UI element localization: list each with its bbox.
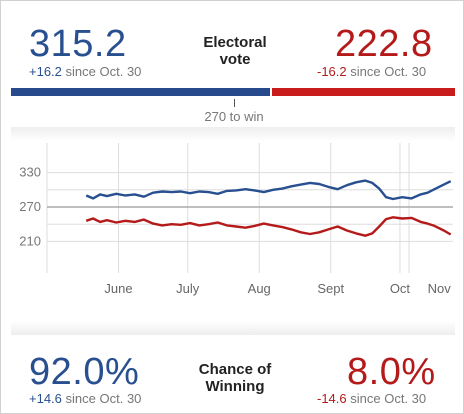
chance-title-line1: Chance of <box>198 361 272 378</box>
chart-grid <box>46 143 453 273</box>
y-tick-label: 270 <box>19 199 41 214</box>
section-divider-top <box>11 127 455 141</box>
dem-chance-since: since Oct. 30 <box>65 391 142 406</box>
dem-chance-change: +14.6 since Oct. 30 <box>29 392 141 406</box>
y-tick-label: 330 <box>19 165 41 180</box>
dem-electoral-bar <box>11 88 270 96</box>
rep-chance-value: 8.0% <box>347 351 436 393</box>
rep-electoral-delta: -16.2 <box>317 64 347 79</box>
dem-chance-delta: +14.6 <box>29 391 62 406</box>
rep-electoral-change: -16.2 since Oct. 30 <box>317 65 426 79</box>
electoral-vote-chart: 330 270 210 June July Aug Sept Oct Nov <box>19 143 453 296</box>
dem-electoral-change: +16.2 since Oct. 30 <box>29 65 141 79</box>
y-axis: 330 270 210 <box>19 165 41 249</box>
x-tick-label: Nov <box>428 281 452 296</box>
rep-electoral-bar <box>272 88 455 96</box>
dem-electoral-delta: +16.2 <box>29 64 62 79</box>
y-tick-label: 210 <box>19 233 41 248</box>
x-axis: June July Aug Sept Oct Nov <box>104 281 451 296</box>
rep-series-line <box>85 216 452 237</box>
rep-chance-delta: -14.6 <box>317 391 347 406</box>
x-tick-label: Sept <box>317 281 344 296</box>
dem-chance-value: 92.0% <box>29 351 140 393</box>
section-divider-bottom <box>11 321 455 335</box>
x-tick-label: July <box>176 281 200 296</box>
electoral-vote-title: Electoral vote <box>183 34 287 68</box>
chance-title-line2: Winning <box>205 378 265 395</box>
electoral-title-line2: vote <box>219 51 251 68</box>
threshold-label: 270 to win <box>204 109 264 124</box>
dem-electoral-value: 315.2 <box>29 23 127 65</box>
rep-chance-since: since Oct. 30 <box>350 391 427 406</box>
dem-series-line <box>85 179 452 201</box>
chance-title: Chance of Winning <box>183 361 287 395</box>
x-tick-label: Oct <box>390 281 411 296</box>
dem-electoral-since: since Oct. 30 <box>65 64 142 79</box>
x-tick-label: Aug <box>248 281 271 296</box>
chart-series <box>85 179 452 237</box>
rep-chance-change: -14.6 since Oct. 30 <box>317 392 426 406</box>
threshold-tick <box>234 99 235 107</box>
x-tick-label: June <box>104 281 132 296</box>
rep-electoral-since: since Oct. 30 <box>350 64 427 79</box>
electoral-title-line1: Electoral <box>203 34 267 51</box>
rep-electoral-value: 222.8 <box>335 23 433 65</box>
